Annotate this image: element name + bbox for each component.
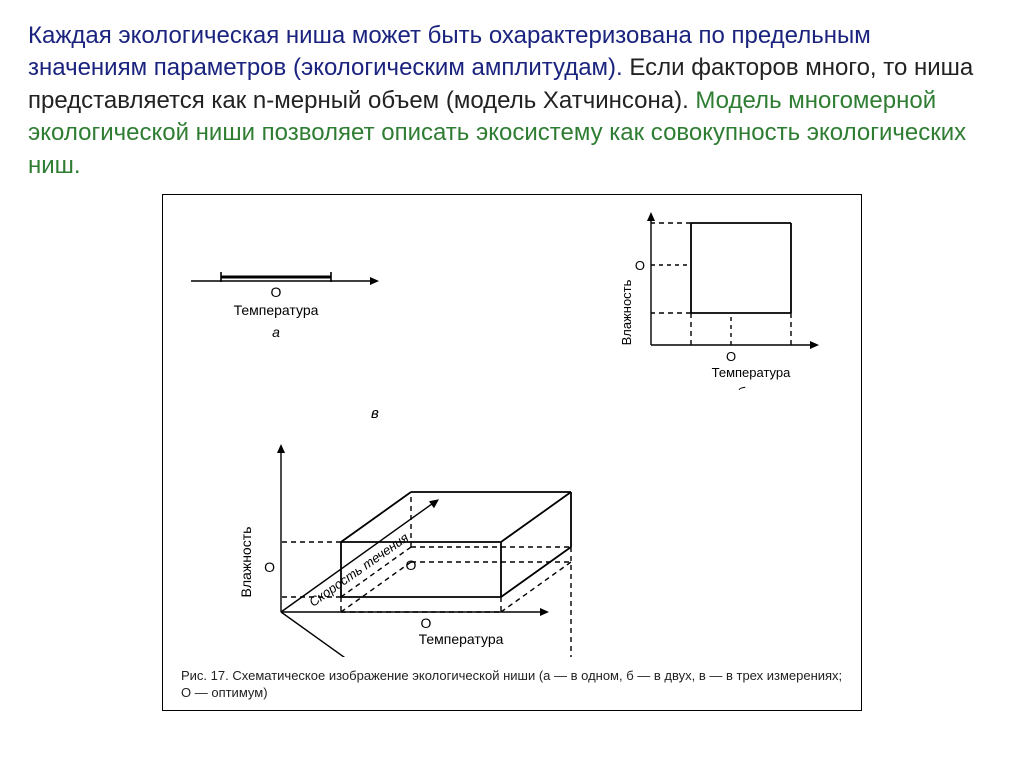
svg-text:а: а bbox=[272, 324, 280, 340]
svg-text:Температура: Температура bbox=[712, 365, 792, 380]
panel-a: О Температура а bbox=[181, 253, 401, 348]
svg-text:Влажность: Влажность bbox=[619, 279, 634, 345]
panel-b-svg: ООТемператураВлажностьб bbox=[613, 205, 843, 390]
intro-paragraph: Каждая экологическая ниша может быть оха… bbox=[28, 20, 996, 182]
svg-text:Влажность: Влажность bbox=[238, 527, 254, 598]
figure-caption: Рис. 17. Схематическое изображение эколо… bbox=[181, 662, 843, 702]
svg-text:Температура: Температура bbox=[419, 631, 504, 647]
figure-container: ОТемператураа ООТемператураВлажностьб в … bbox=[162, 194, 862, 711]
caption-prefix: Рис. 17. bbox=[181, 668, 229, 683]
svg-text:О: О bbox=[406, 557, 417, 573]
caption-text: Схематическое изображение экологической … bbox=[181, 668, 842, 700]
svg-text:О: О bbox=[421, 615, 432, 631]
panel-v-label: в bbox=[371, 405, 843, 422]
svg-text:О: О bbox=[264, 559, 275, 575]
svg-text:О: О bbox=[726, 349, 736, 364]
svg-text:О: О bbox=[271, 284, 282, 300]
panel-b: ООТемператураВлажностьб bbox=[613, 205, 843, 395]
svg-text:б: б bbox=[737, 384, 746, 390]
panel-v: в ОООТемператураВлажностьСкорость течени… bbox=[211, 405, 843, 662]
svg-text:Температура: Температура bbox=[234, 302, 319, 318]
panel-a-svg: О Температура а bbox=[181, 253, 401, 343]
panel-v-svg: ОООТемператураВлажностьСкорость течения bbox=[211, 422, 651, 657]
svg-text:О: О bbox=[635, 258, 645, 273]
